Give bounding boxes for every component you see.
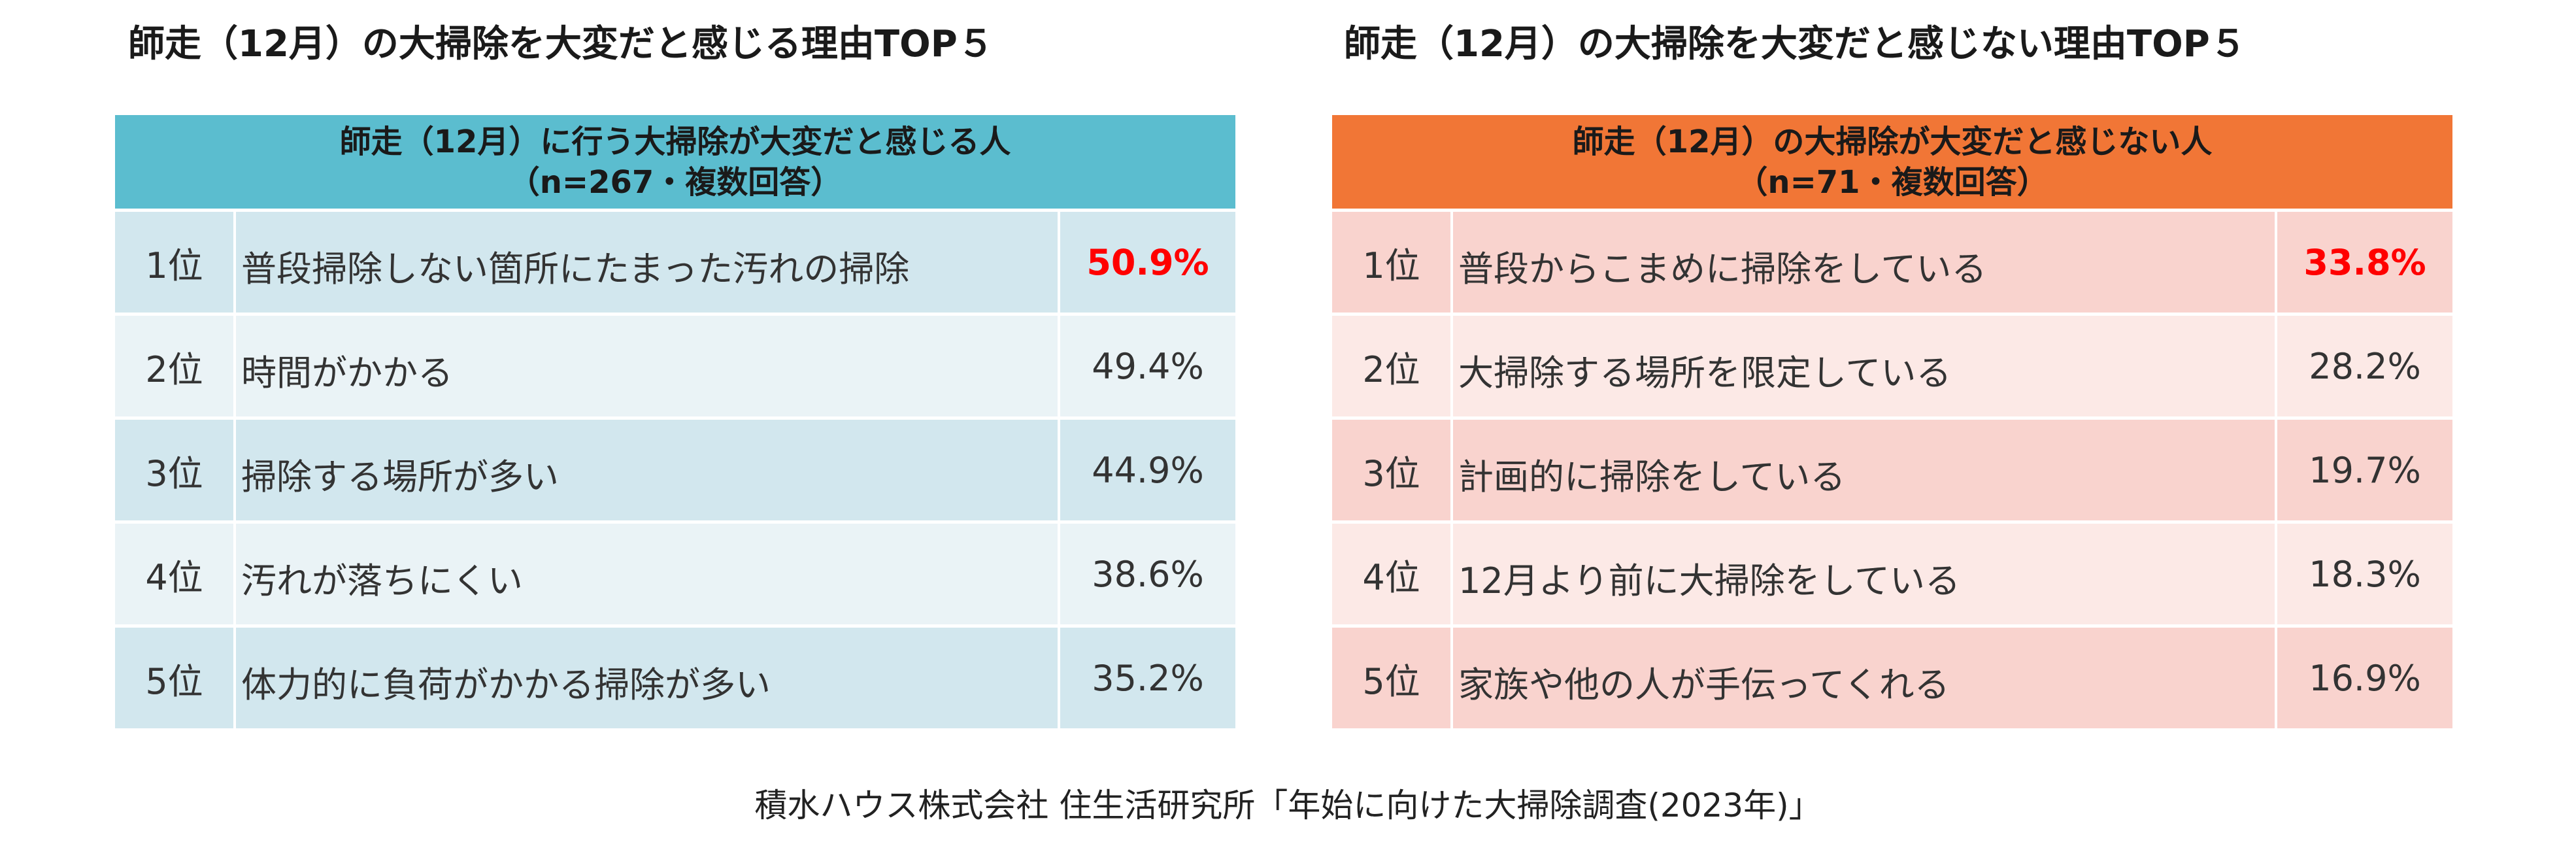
- reason-cell: 時間がかかる: [236, 316, 1058, 416]
- rank-cell: 3位: [1332, 420, 1450, 520]
- header-line-1: 師走（12月）の大掃除が大変だと感じない人: [1572, 123, 2213, 160]
- table-row: 3位 掃除する場所が多い 44.9%: [115, 420, 1235, 520]
- reason-cell: 計画的に掃除をしている: [1453, 420, 2275, 520]
- table-row: 1位 普段掃除しない箇所にたまった汚れの掃除 50.9%: [115, 212, 1235, 313]
- table-row: 1位 普段からこまめに掃除をしている 33.8%: [1332, 212, 2452, 313]
- percent-cell: 38.6%: [1060, 524, 1235, 624]
- percent-cell: 44.9%: [1060, 420, 1235, 520]
- table-row: 4位 汚れが落ちにくい 38.6%: [115, 524, 1235, 624]
- reason-cell: 普段掃除しない箇所にたまった汚れの掃除: [236, 212, 1058, 313]
- rank-cell: 5位: [1332, 628, 1450, 728]
- rank-cell: 4位: [115, 524, 233, 624]
- rank-cell: 2位: [115, 316, 233, 416]
- right-table-title: 師走（12月）の大掃除を大変だと感じない理由TOP５: [1344, 23, 2247, 65]
- table-row: 3位 計画的に掃除をしている 19.7%: [1332, 420, 2452, 520]
- reason-cell: 掃除する場所が多い: [236, 420, 1058, 520]
- percent-cell: 28.2%: [2277, 316, 2452, 416]
- rank-cell: 1位: [1332, 212, 1450, 313]
- rank-cell: 4位: [1332, 524, 1450, 624]
- left-table-title: 師走（12月）の大掃除を大変だと感じる理由TOP５: [128, 23, 994, 65]
- percent-cell: 50.9%: [1060, 212, 1235, 313]
- reason-cell: 体力的に負荷がかかる掃除が多い: [236, 628, 1058, 728]
- percent-cell: 16.9%: [2277, 628, 2452, 728]
- percent-cell: 18.3%: [2277, 524, 2452, 624]
- rank-cell: 2位: [1332, 316, 1450, 416]
- table-row: 2位 大掃除する場所を限定している 28.2%: [1332, 316, 2452, 416]
- reason-cell: 汚れが落ちにくい: [236, 524, 1058, 624]
- table-row: 5位 家族や他の人が手伝ってくれる 16.9%: [1332, 628, 2452, 728]
- rank-cell: 5位: [115, 628, 233, 728]
- reason-cell: 大掃除する場所を限定している: [1453, 316, 2275, 416]
- table-row: 4位 12月より前に大掃除をしている 18.3%: [1332, 524, 2452, 624]
- reason-cell: 普段からこまめに掃除をしている: [1453, 212, 2275, 313]
- rank-cell: 1位: [115, 212, 233, 313]
- percent-cell: 33.8%: [2277, 212, 2452, 313]
- table-row: 2位 時間がかかる 49.4%: [115, 316, 1235, 416]
- table-header: 師走（12月）の大掃除が大変だと感じない人 （n=71・複数回答）: [1332, 115, 2452, 209]
- rank-cell: 3位: [115, 420, 233, 520]
- reason-cell: 12月より前に大掃除をしている: [1453, 524, 2275, 624]
- left-ranking-table: 師走（12月）に行う大掃除が大変だと感じる人 （n=267・複数回答） 1位 普段…: [115, 115, 1235, 728]
- percent-cell: 49.4%: [1060, 316, 1235, 416]
- source-footer: 積水ハウス株式会社 住生活研究所「年始に向けた大掃除調査(2023年)」: [754, 787, 1822, 824]
- header-line-1: 師走（12月）に行う大掃除が大変だと感じる人: [339, 123, 1011, 160]
- reason-cell: 家族や他の人が手伝ってくれる: [1453, 628, 2275, 728]
- percent-cell: 35.2%: [1060, 628, 1235, 728]
- table-header: 師走（12月）に行う大掃除が大変だと感じる人 （n=267・複数回答）: [115, 115, 1235, 209]
- header-line-2: （n=71・複数回答）: [1736, 163, 2049, 201]
- percent-cell: 19.7%: [2277, 420, 2452, 520]
- table-row: 5位 体力的に負荷がかかる掃除が多い 35.2%: [115, 628, 1235, 728]
- header-line-2: （n=267・複数回答）: [508, 163, 843, 201]
- right-ranking-table: 師走（12月）の大掃除が大変だと感じない人 （n=71・複数回答） 1位 普段から…: [1332, 115, 2452, 728]
